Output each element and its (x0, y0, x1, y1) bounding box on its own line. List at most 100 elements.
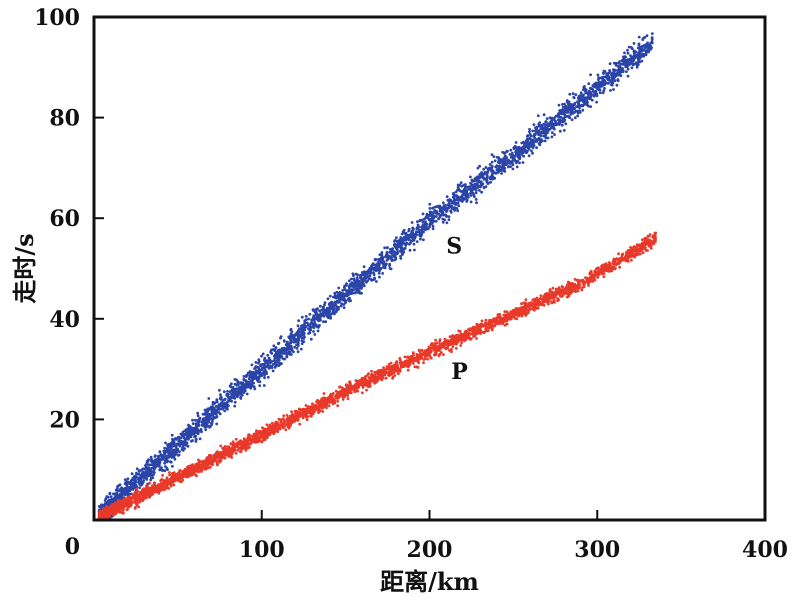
data-point (360, 291, 363, 295)
data-point (234, 451, 238, 455)
data-point (520, 302, 523, 306)
data-point (189, 433, 193, 436)
data-point (630, 258, 633, 262)
data-point (161, 474, 165, 477)
data-point (574, 290, 578, 293)
data-point (443, 218, 447, 222)
data-point (470, 183, 474, 187)
data-point (403, 231, 407, 235)
data-point (431, 224, 435, 228)
data-point (237, 380, 240, 384)
data-point (527, 154, 531, 158)
data-point (211, 400, 215, 404)
data-point (299, 347, 303, 351)
data-point (161, 455, 165, 459)
data-point (650, 38, 654, 41)
data-point (163, 449, 167, 453)
data-point (623, 62, 627, 66)
data-point (609, 89, 612, 92)
data-point (614, 68, 617, 72)
data-point (238, 388, 242, 392)
data-point (500, 172, 503, 175)
data-point (531, 298, 535, 302)
data-point (208, 417, 211, 421)
data-point (589, 73, 592, 77)
data-point (559, 115, 563, 119)
data-point (614, 61, 618, 65)
data-point (348, 290, 352, 294)
data-point (297, 319, 300, 322)
data-point (406, 368, 410, 372)
data-point (173, 457, 177, 461)
data-point (374, 258, 378, 261)
data-point (173, 444, 176, 448)
data-point (447, 206, 451, 210)
data-point (373, 276, 376, 280)
data-point (451, 345, 455, 348)
data-point (322, 320, 325, 324)
data-point (535, 140, 539, 143)
data-point (429, 210, 433, 214)
data-point (561, 103, 564, 106)
data-point (440, 211, 444, 215)
data-point (366, 279, 369, 283)
data-point (535, 146, 538, 150)
data-point (412, 239, 415, 242)
data-point (441, 201, 445, 205)
data-point (172, 483, 176, 487)
data-point (187, 426, 191, 429)
data-point (537, 132, 541, 135)
data-point (636, 61, 640, 64)
series-P-points (97, 231, 658, 521)
data-point (317, 319, 321, 323)
data-point (302, 340, 306, 343)
data-point (277, 358, 281, 362)
data-point (313, 321, 316, 324)
data-point (632, 42, 636, 45)
data-point (568, 92, 572, 96)
data-point (632, 54, 636, 58)
data-point (226, 400, 229, 404)
data-point (630, 56, 633, 59)
data-point (582, 285, 586, 289)
data-point (261, 352, 265, 356)
data-point (165, 466, 169, 470)
data-point (187, 423, 190, 427)
data-point (617, 65, 620, 68)
data-point (465, 189, 469, 192)
data-point (466, 185, 470, 189)
data-point (576, 103, 580, 107)
data-point (358, 379, 362, 383)
data-point (490, 153, 494, 157)
data-point (196, 432, 200, 436)
data-point (453, 209, 457, 212)
data-point (196, 429, 200, 433)
data-point (185, 441, 189, 445)
data-point (549, 121, 553, 125)
data-point (646, 249, 649, 252)
data-point (437, 354, 441, 358)
data-point (307, 317, 310, 321)
data-point (428, 202, 432, 206)
data-point (365, 388, 368, 392)
data-point (456, 201, 460, 205)
data-point (314, 317, 318, 321)
data-point (400, 246, 404, 250)
data-point (158, 450, 162, 454)
data-point (340, 295, 344, 299)
data-point (380, 251, 384, 254)
data-point (532, 123, 536, 126)
data-point (590, 98, 594, 102)
data-point (470, 190, 473, 194)
data-point (178, 450, 181, 453)
data-point (624, 55, 627, 59)
data-point (590, 87, 594, 90)
data-point (432, 211, 435, 215)
data-point (473, 186, 477, 190)
data-point (548, 127, 552, 131)
data-point (300, 329, 303, 332)
data-point (138, 486, 142, 490)
data-point (575, 109, 579, 113)
data-point (542, 122, 546, 126)
data-point (410, 221, 414, 224)
